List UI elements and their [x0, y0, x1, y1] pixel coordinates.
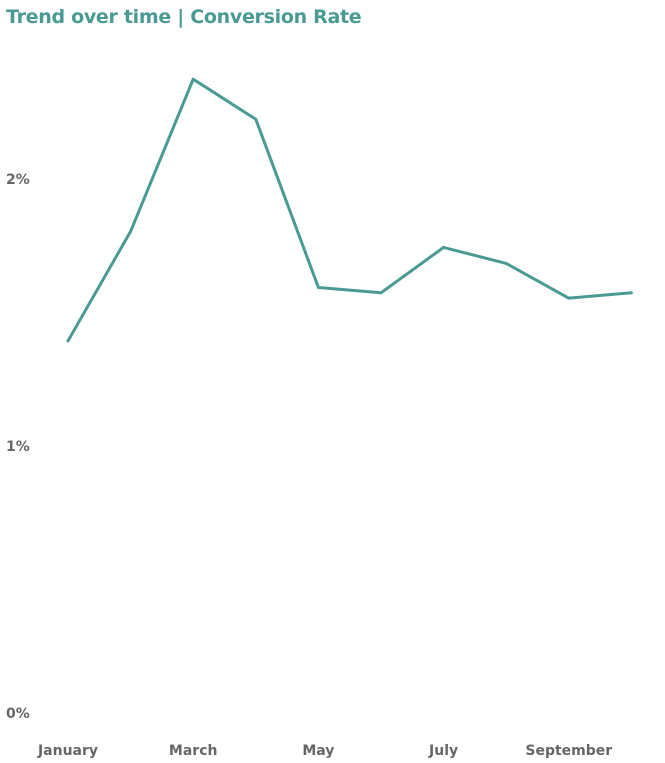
data-point [442, 245, 446, 249]
series-line [66, 77, 632, 342]
data-point [316, 285, 320, 289]
chart-title: Trend over time | Conversion Rate [6, 6, 362, 28]
data-point [129, 229, 133, 233]
data-point [567, 296, 571, 300]
x-tick-label: September [525, 743, 612, 759]
x-tick-label: July [428, 743, 458, 759]
data-point [191, 77, 195, 81]
data-point [629, 291, 633, 295]
data-point [66, 339, 70, 343]
data-point [254, 117, 258, 121]
y-tick-label: 0% [6, 706, 30, 722]
x-tick-label: May [302, 743, 334, 759]
y-tick-label: 2% [6, 172, 30, 188]
data-point [504, 261, 508, 265]
y-tick-label: 1% [6, 439, 30, 455]
x-tick-label: January [37, 743, 98, 759]
data-point [379, 291, 383, 295]
x-tick-label: March [169, 743, 218, 759]
